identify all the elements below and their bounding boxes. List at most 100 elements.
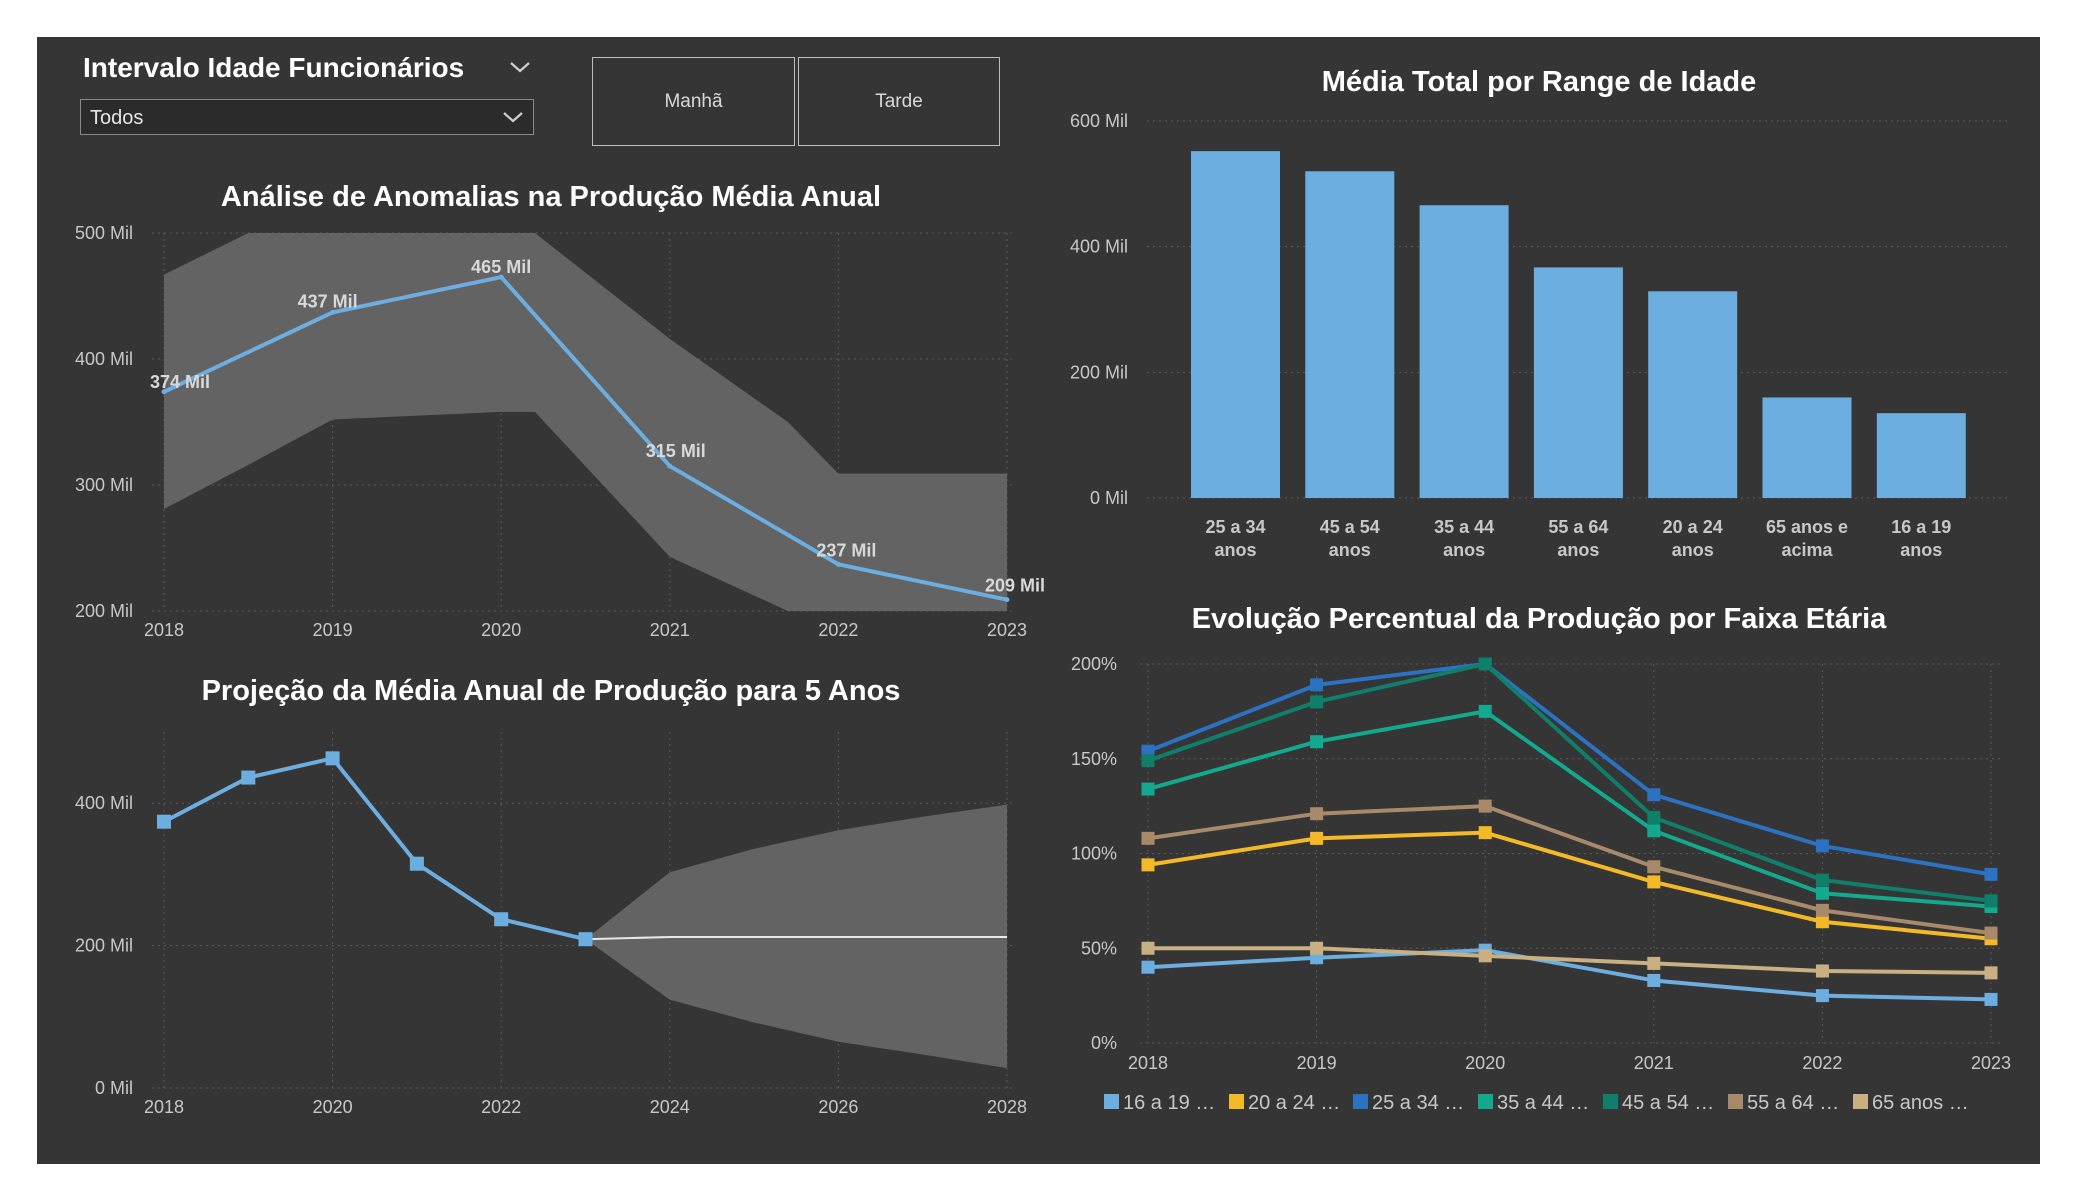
series-line — [163, 274, 1008, 602]
data-point — [1478, 949, 1492, 963]
manha-button[interactable]: Manhã — [592, 57, 795, 146]
data-label: 237 Mil — [816, 540, 876, 560]
legend-label: 20 a 24 … — [1248, 1092, 1340, 1114]
x-category-label: 45 a 54 — [1320, 517, 1380, 537]
bar — [1305, 171, 1395, 498]
data-point — [1004, 597, 1010, 603]
data-point — [1815, 915, 1829, 929]
bar — [1533, 267, 1623, 498]
data-point — [1984, 926, 1998, 940]
legend-marker — [1104, 1094, 1119, 1109]
x-tick-label: 2022 — [1802, 1053, 1842, 1073]
data-point — [1984, 992, 1998, 1006]
x-tick-label: 2020 — [313, 1097, 353, 1117]
expected-range-band — [164, 233, 1007, 611]
x-category-label: anos — [1443, 540, 1485, 560]
x-tick-label: 2020 — [1465, 1053, 1505, 1073]
legend-label: 55 a 64 … — [1747, 1092, 1839, 1114]
dropdown-value: Todos — [90, 107, 144, 129]
bar — [1876, 413, 1966, 498]
data-label: 437 Mil — [298, 291, 358, 311]
chevron-down-icon — [503, 112, 523, 123]
x-category-label: anos — [1557, 540, 1599, 560]
data-point — [1647, 824, 1661, 838]
data-point — [1310, 807, 1324, 821]
data-point — [1815, 989, 1829, 1003]
x-tick-label: 2021 — [650, 620, 690, 640]
data-point — [578, 932, 593, 947]
y-tick-label: 400 Mil — [75, 349, 133, 369]
chart-title: Evolução Percentual da Produção por Faix… — [1192, 603, 1887, 635]
x-category-label: 55 a 64 — [1548, 517, 1608, 537]
y-tick-label: 150% — [1071, 749, 1117, 769]
data-label: 315 Mil — [646, 441, 706, 461]
data-point — [1815, 839, 1829, 853]
data-point — [1647, 875, 1661, 889]
y-tick-label: 200 Mil — [75, 936, 133, 956]
y-tick-label: 400 Mil — [1070, 237, 1128, 257]
data-point — [1478, 799, 1492, 813]
legend-label: 35 a 44 … — [1497, 1092, 1589, 1114]
legend-label: 16 a 19 … — [1123, 1092, 1215, 1114]
data-point — [1647, 810, 1661, 824]
data-point — [1815, 964, 1829, 978]
data-point — [1984, 894, 1998, 908]
data-point — [1141, 754, 1155, 768]
x-tick-label: 2028 — [987, 1097, 1027, 1117]
series-line — [1147, 830, 1992, 941]
x-tick-label: 2018 — [144, 620, 184, 640]
data-label: 465 Mil — [471, 257, 531, 277]
series-line — [163, 756, 586, 942]
legend-marker — [1853, 1094, 1868, 1109]
y-tick-label: 200 Mil — [1070, 362, 1128, 382]
data-point — [1478, 704, 1492, 718]
data-point — [1647, 973, 1661, 987]
chevron-down-icon[interactable] — [505, 56, 535, 78]
legend-marker — [1229, 1094, 1244, 1109]
tarde-button[interactable]: Tarde — [798, 57, 1000, 146]
legend-marker — [1603, 1094, 1618, 1109]
data-point — [1141, 858, 1155, 872]
data-point — [1478, 657, 1492, 671]
y-tick-label: 200 Mil — [75, 601, 133, 621]
slicer-title: Intervalo Idade Funcionários — [83, 52, 465, 83]
y-tick-label: 500 Mil — [75, 223, 133, 243]
x-tick-label: 2019 — [1297, 1053, 1337, 1073]
series-line — [1147, 661, 1992, 877]
x-tick-label: 2018 — [144, 1097, 184, 1117]
x-tick-label: 2023 — [987, 620, 1027, 640]
data-point — [1647, 956, 1661, 970]
x-tick-label: 2021 — [1634, 1053, 1674, 1073]
y-tick-label: 50% — [1081, 938, 1117, 958]
data-point — [1815, 886, 1829, 900]
x-tick-label: 2022 — [481, 1097, 521, 1117]
data-point — [1815, 873, 1829, 887]
x-category-label: 20 a 24 — [1663, 517, 1723, 537]
x-category-label: anos — [1214, 540, 1256, 560]
series-line — [1147, 709, 1992, 909]
data-point — [1310, 695, 1324, 709]
data-point — [1141, 782, 1155, 796]
x-tick-label: 2018 — [1128, 1053, 1168, 1073]
data-point — [241, 770, 256, 785]
bar — [1762, 397, 1852, 498]
x-category-label: anos — [1672, 540, 1714, 560]
x-tick-label: 2022 — [818, 620, 858, 640]
y-tick-label: 0 Mil — [1090, 488, 1128, 508]
data-point — [1984, 867, 1998, 881]
age-range-dropdown[interactable]: Todos — [80, 99, 534, 135]
y-tick-label: 100% — [1071, 844, 1117, 864]
x-tick-label: 2023 — [1971, 1053, 2011, 1073]
data-point — [1141, 941, 1155, 955]
data-point — [1647, 788, 1661, 802]
x-tick-label: 2019 — [313, 620, 353, 640]
series-line — [1147, 804, 1992, 936]
data-point — [1815, 903, 1829, 917]
data-point — [325, 751, 340, 766]
chart-title: Média Total por Range de Idade — [1322, 66, 1757, 98]
x-category-label: anos — [1329, 540, 1371, 560]
data-point — [498, 274, 504, 280]
y-tick-label: 200% — [1071, 654, 1117, 674]
bar — [1191, 151, 1280, 498]
